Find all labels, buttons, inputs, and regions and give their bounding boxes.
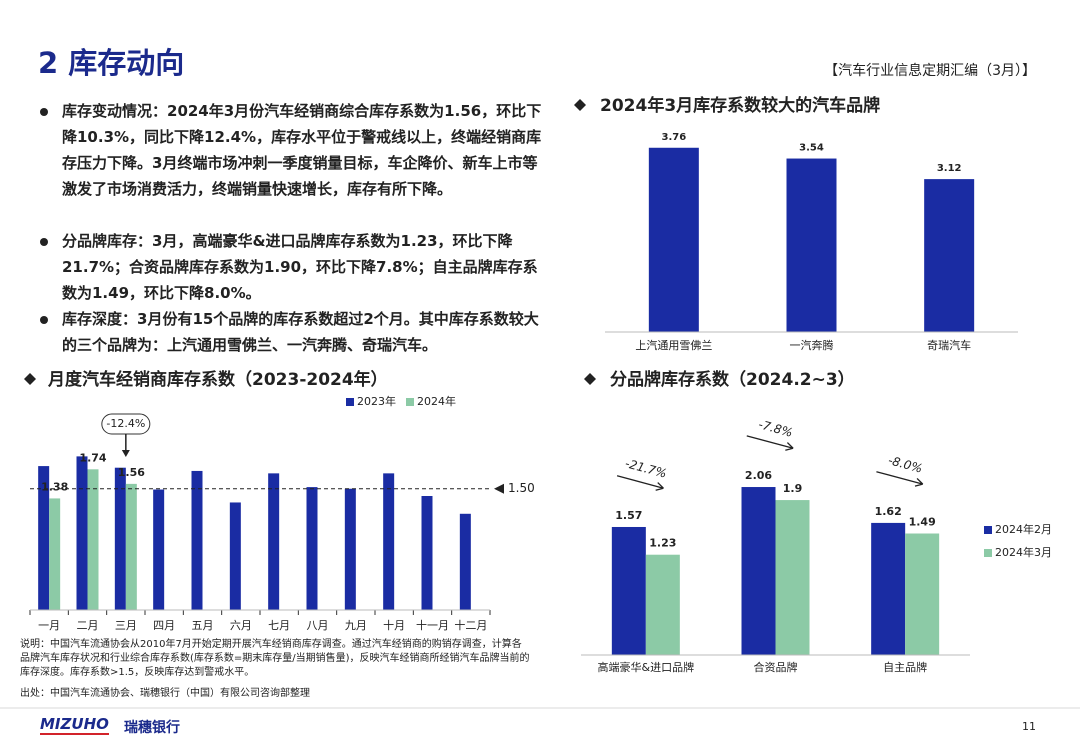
title-diamond [584, 373, 596, 385]
bar [871, 522, 906, 655]
annotation-arrow [746, 435, 794, 451]
legend-label: 2024年3月 [995, 545, 1052, 559]
x-tick-label: 上汽通用雪佛兰 [635, 338, 712, 352]
x-tick-label: 奇瑞汽车 [927, 338, 971, 352]
bar [775, 500, 810, 655]
bar [611, 526, 646, 655]
bar [38, 466, 50, 610]
legend-swatch [346, 398, 354, 406]
x-tick-label: 十月 [383, 618, 405, 632]
annotation: -12.4% [106, 417, 145, 430]
bar [421, 496, 433, 610]
x-tick-label: 六月 [230, 619, 252, 632]
annotation: -21.7% [624, 456, 669, 481]
chart-title: 分品牌库存系数（2024.2~3） [610, 369, 855, 390]
bar [741, 487, 776, 655]
data-label: 1.57 [615, 509, 642, 522]
x-tick-label: 四月 [153, 619, 175, 632]
slide-subtitle: 【汽车行业信息定期汇编（3月）】 [824, 63, 1036, 79]
bar [905, 533, 940, 655]
data-label: 3.12 [937, 163, 962, 174]
data-label: 1.9 [783, 482, 803, 495]
data-label: 1.38 [41, 480, 68, 493]
chart-title: 2024年3月库存系数较大的汽车品牌 [600, 95, 880, 116]
x-tick-label: 一月 [38, 619, 60, 632]
bar [76, 456, 88, 610]
x-tick-label: 八月 [307, 619, 329, 632]
bar [153, 489, 165, 610]
bar [268, 473, 280, 610]
bank-name: 瑞穗银行 [124, 720, 180, 736]
bar [49, 498, 61, 610]
reference-arrow [494, 483, 504, 494]
x-tick-label: 七月 [268, 619, 290, 632]
bar [191, 470, 203, 610]
bullet-text: 库存变动情况：2024年3月份汽车经销商综合库存系数为1.56，环比下降10.3… [62, 102, 542, 198]
legend-label: 2023年 [357, 394, 396, 408]
slide-title: 2 库存动向 [38, 46, 185, 80]
annotation-arrow [876, 471, 924, 487]
x-tick-label: 十二月 [454, 618, 487, 632]
bar [924, 179, 975, 332]
annotation: -7.8% [757, 417, 794, 440]
legend-swatch [984, 526, 992, 534]
annotation-arrowhead [121, 450, 130, 457]
annotation-group: -7.8% [746, 417, 794, 451]
legend-swatch [406, 398, 414, 406]
title-diamond [24, 373, 36, 385]
annotation-group: -21.7% [616, 456, 669, 491]
bar [125, 483, 137, 610]
data-label: 1.62 [875, 505, 902, 518]
x-tick-label: 一汽奔腾 [790, 338, 834, 352]
x-tick-label: 二月 [77, 619, 99, 632]
x-tick-label: 合资品牌 [754, 660, 798, 674]
data-label: 3.76 [661, 132, 686, 143]
note: 说明：中国汽车流通协会从2010年7月开始定期开展汽车经销商库存调查。通过汽车经… [20, 639, 530, 678]
chart-title: 月度汽车经销商库存系数（2023-2024年） [47, 369, 388, 390]
data-label: 1.23 [649, 537, 676, 550]
logo: MIZUHO [40, 715, 109, 735]
bullet-dot [40, 316, 48, 324]
legend-swatch [984, 549, 992, 557]
source: 出处：中国汽车流通协会、瑞穗银行（中国）有限公司咨询部整理 [20, 688, 310, 699]
annotation-group: -8.0% [876, 453, 924, 487]
reference-label: 1.50 [508, 481, 535, 495]
title-diamond [574, 99, 586, 111]
x-tick-label: 五月 [192, 619, 214, 632]
bar [344, 488, 356, 610]
data-label: 1.74 [79, 451, 106, 464]
annotation-arrow [616, 475, 664, 491]
bar [645, 554, 680, 655]
annotation: -8.0% [887, 453, 924, 476]
bar [87, 469, 99, 610]
bar [114, 467, 126, 610]
bar [229, 502, 241, 610]
bar [459, 513, 471, 610]
x-tick-label: 自主品牌 [883, 660, 927, 674]
legend-label: 2024年2月 [995, 522, 1052, 536]
data-label: 1.56 [118, 466, 145, 479]
data-label: 3.54 [799, 143, 824, 154]
legend-label: 2024年 [417, 394, 456, 408]
bar [648, 147, 699, 332]
data-label: 1.49 [909, 516, 936, 529]
bar [786, 158, 837, 332]
x-tick-label: 十一月 [416, 618, 449, 632]
page-number: 11 [1022, 720, 1036, 733]
x-tick-label: 九月 [345, 619, 367, 632]
bullet-dot [40, 108, 48, 116]
x-tick-label: 高端豪华&进口品牌 [598, 660, 695, 674]
bar [306, 487, 318, 610]
bullet-text: 分品牌库存：3月，高端豪华&进口品牌库存系数为1.23，环比下降21.7%；合资… [62, 232, 538, 302]
x-tick-label: 三月 [115, 619, 137, 632]
data-label: 2.06 [745, 469, 772, 482]
bar [383, 473, 395, 610]
bullet-dot [40, 238, 48, 246]
bullet-text: 库存深度：3月份有15个品牌的库存系数超过2个月。其中库存系数较大的三个品牌为：… [62, 310, 539, 354]
